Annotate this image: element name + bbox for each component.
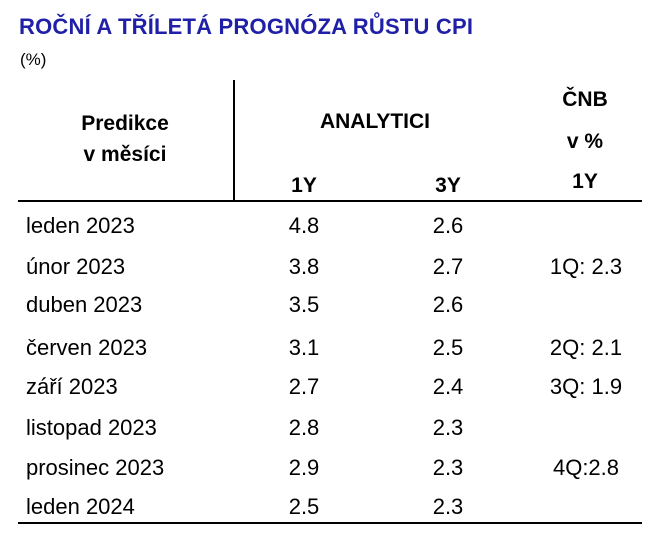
row-value-3y: 2.7 xyxy=(432,254,464,279)
header-cnb-line1: ČNB xyxy=(562,88,608,111)
header-predikce-line2: v měsíci xyxy=(83,143,167,166)
header-divider-horizontal xyxy=(18,200,642,202)
header-col-1y: 1Y xyxy=(291,174,317,197)
row-month: září 2023 xyxy=(26,374,118,399)
row-value-cnb: 1Q: 2.3 xyxy=(549,254,623,279)
row-value-cnb: 3Q: 1.9 xyxy=(549,374,623,399)
row-value-1y: 2.8 xyxy=(288,415,320,440)
row-month: červen 2023 xyxy=(26,335,148,360)
row-value-1y: 2.5 xyxy=(288,494,320,519)
header-col-3y: 3Y xyxy=(435,174,461,197)
row-value-3y: 2.6 xyxy=(432,292,464,317)
row-value-3y: 2.3 xyxy=(432,455,464,480)
row-month: prosinec 2023 xyxy=(26,455,165,480)
page-title: ROČNÍ A TŘÍLETÁ PROGNÓZA RŮSTU CPI xyxy=(19,14,474,39)
header-cnb-line2: v % xyxy=(566,130,604,153)
row-value-cnb: 2Q: 2.1 xyxy=(549,335,623,360)
header-divider-vertical xyxy=(233,80,235,202)
row-value-1y: 4.8 xyxy=(288,213,320,238)
header-predikce-line1: Predikce xyxy=(81,112,169,135)
row-value-1y: 3.5 xyxy=(288,292,320,317)
row-value-3y: 2.4 xyxy=(432,374,464,399)
row-value-1y: 2.7 xyxy=(288,374,320,399)
row-value-3y: 2.6 xyxy=(432,213,464,238)
row-value-3y: 2.5 xyxy=(432,335,464,360)
header-cnb-line3: 1Y xyxy=(572,170,598,193)
row-value-1y: 2.9 xyxy=(288,455,320,480)
row-month: únor 2023 xyxy=(26,254,126,279)
row-value-1y: 3.8 xyxy=(288,254,320,279)
row-month: leden 2023 xyxy=(26,213,135,238)
row-month: duben 2023 xyxy=(26,292,143,317)
row-value-3y: 2.3 xyxy=(432,415,464,440)
row-value-cnb: 4Q:2.8 xyxy=(552,455,620,480)
row-value-3y: 2.3 xyxy=(432,494,464,519)
row-value-1y: 3.1 xyxy=(288,335,320,360)
header-analytici: ANALYTICI xyxy=(319,110,431,133)
row-month: leden 2024 xyxy=(26,494,135,519)
row-month: listopad 2023 xyxy=(26,415,157,440)
unit-label: (%) xyxy=(20,50,47,69)
table-bottom-border xyxy=(18,522,642,524)
